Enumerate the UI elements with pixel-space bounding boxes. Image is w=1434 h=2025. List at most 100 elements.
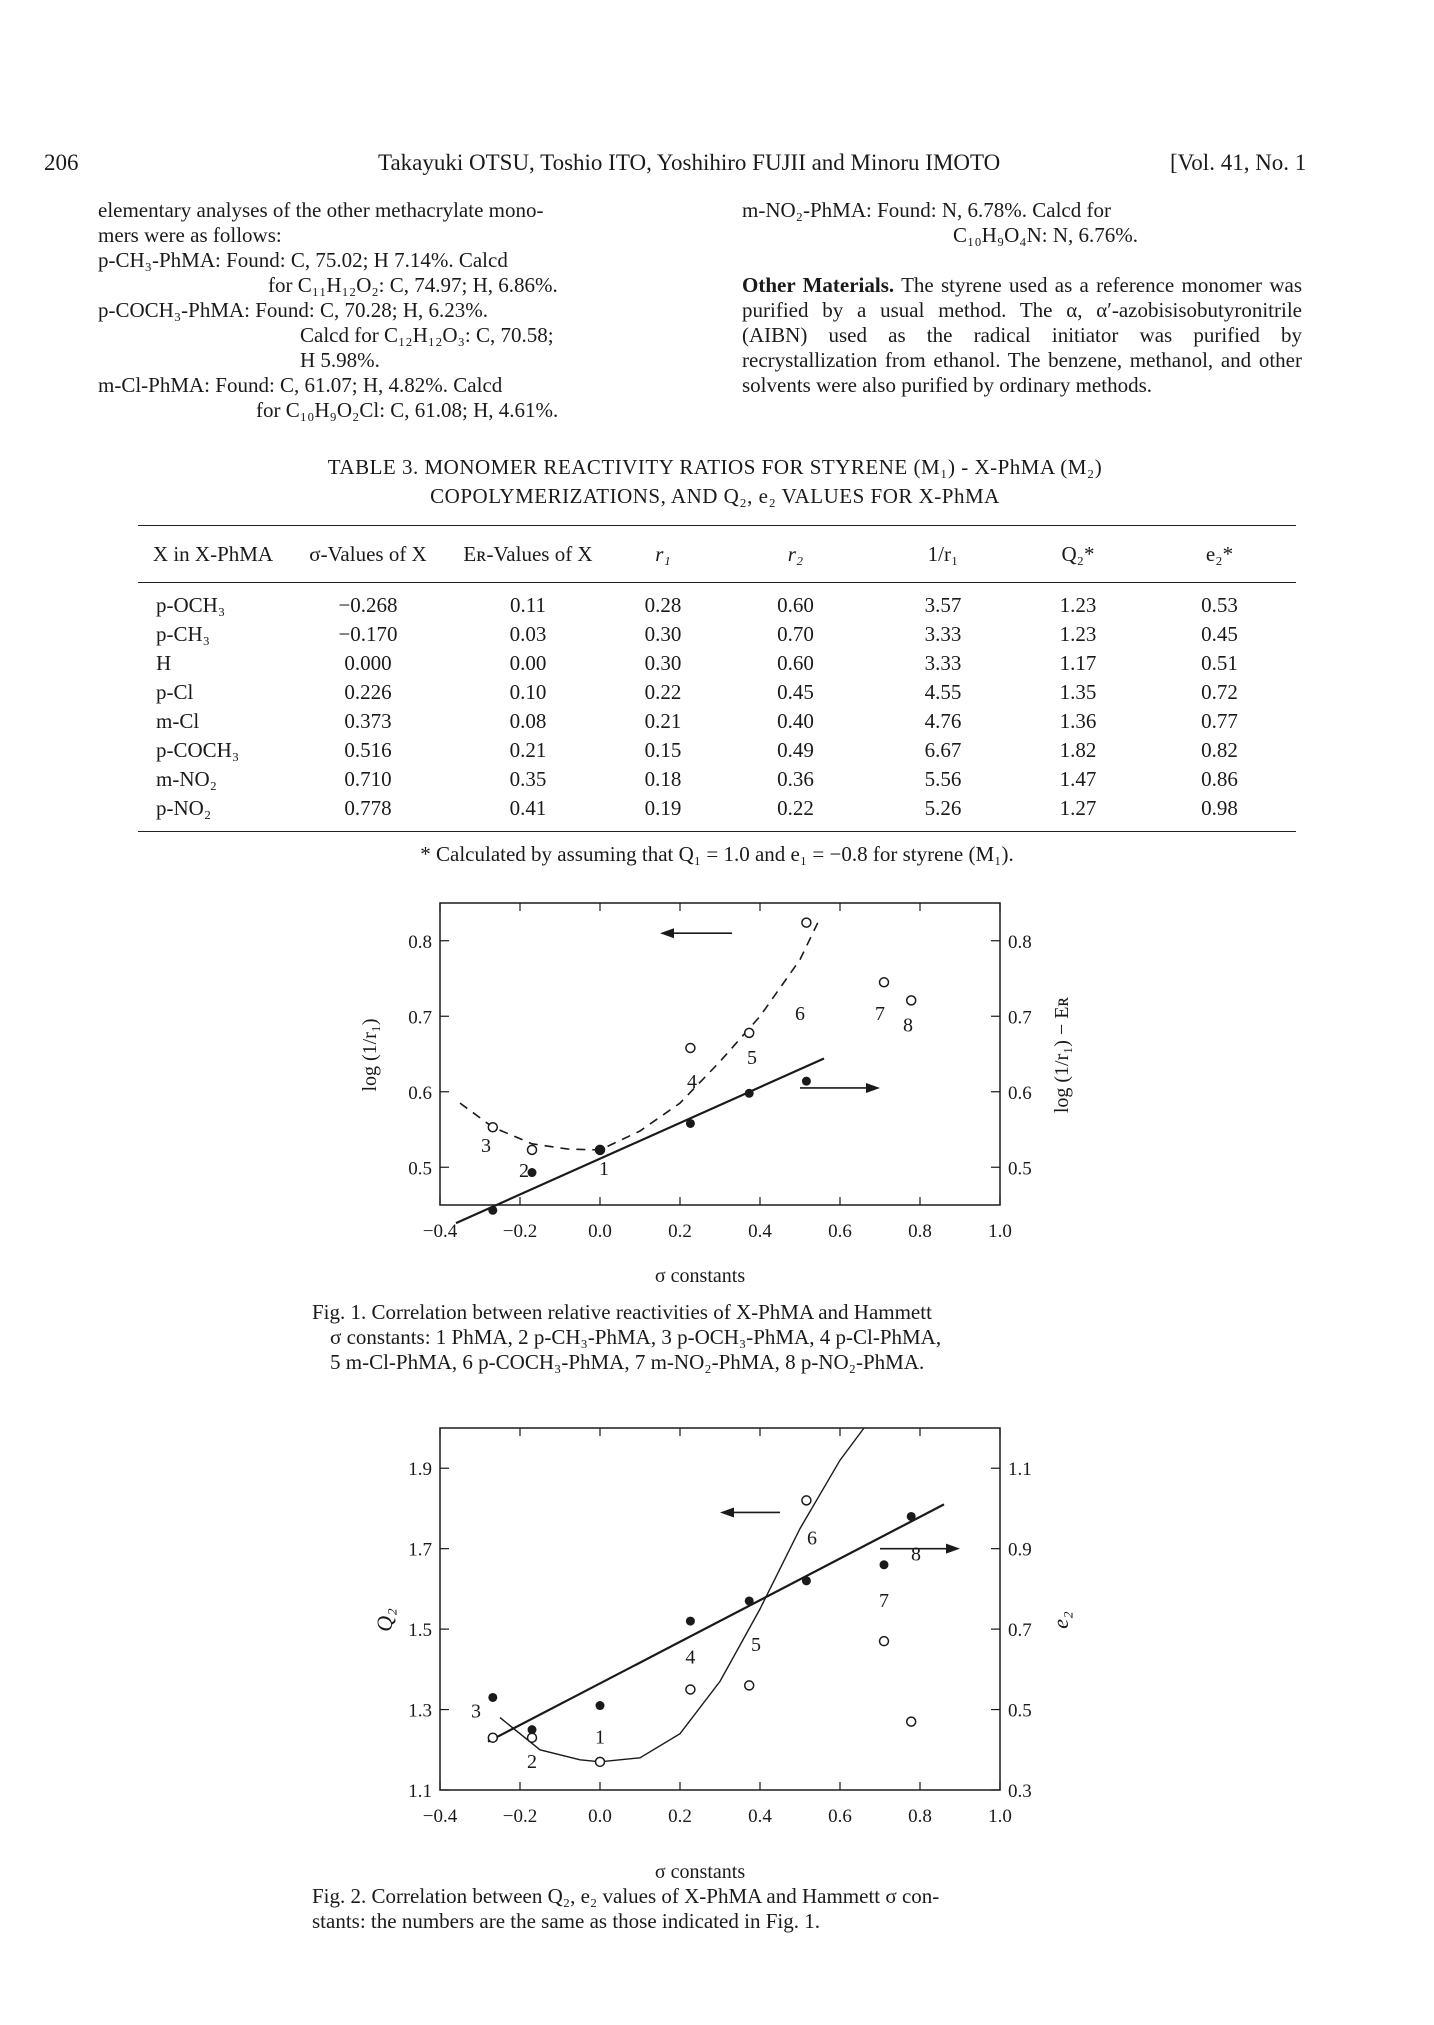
arrow-head (946, 1543, 960, 1554)
table-cell: −0.268 (338, 593, 398, 617)
table-row: p-CH₃ −0.170 0.03 0.30 0.70 3.33 1.23 0.45 (138, 620, 1296, 649)
table-cell: 0.10 (509, 680, 547, 704)
text-line: for C₁₁H₁₂O₂: C, 74.97; H, 6.86%. (268, 273, 558, 297)
x-tick-label: 0.6 (828, 1221, 852, 1242)
plot-frame (439, 1427, 1001, 1791)
caption-line: Fig. 2. Correlation between Q₂, e₂ value… (312, 1884, 940, 1908)
table-cell: 0.21 (509, 738, 547, 762)
x-tick-label: 1.0 (988, 1221, 1012, 1242)
column-header: Eʀ-Values of X (463, 541, 593, 566)
x-axis-label: σ constants (655, 1861, 745, 1883)
table-cell: 0.373 (344, 709, 392, 733)
point-label: 8 (911, 1544, 921, 1566)
text-line: Calcd for C₁₂H₁₂O₃: C, 70.58; (300, 323, 554, 347)
table-cell: 0.28 (644, 593, 682, 617)
point-label: 5 (751, 1634, 761, 1656)
table-cell: 0.86 (1201, 767, 1238, 791)
text-line: m-Cl-PhMA: Found: C, 61.07; H, 4.82%. Ca… (98, 373, 503, 397)
data-point-open (743, 1027, 755, 1039)
point-label: 2 (527, 1751, 537, 1773)
x-tick-label: 0.0 (588, 1221, 612, 1242)
data-point-open (685, 1042, 696, 1054)
column-header: X in X-PhMA (152, 541, 274, 566)
point-label: 8 (903, 1014, 913, 1036)
table-cell: 0.19 (644, 796, 682, 820)
table-cell: 5.56 (924, 767, 962, 791)
table-cell: 5.26 (924, 796, 962, 820)
table-cell: 1.47 (1059, 767, 1097, 791)
text-line: p-CH₃-PhMA: Found: C, 75.02; H 7.14%. Ca… (98, 248, 508, 272)
x-tick-label: 1.0 (988, 1806, 1012, 1827)
data-table: X in X-PhMA σ-Values of X Eʀ-Values of X… (138, 525, 1296, 832)
table-cell: 0.36 (777, 767, 814, 791)
plot-frame (439, 902, 1001, 1206)
caption-line: Fig. 1. Correlation between relative rea… (312, 1300, 932, 1324)
fit-line (455, 1057, 825, 1225)
table-cell: H (156, 651, 172, 675)
data-point-open (878, 977, 890, 988)
table-cell: 1.23 (1059, 622, 1097, 646)
data-point-filled (527, 1725, 537, 1735)
running-header-authors: Takayuki OTSU, Toshio ITO, Yoshihiro FUJ… (378, 150, 1001, 175)
table-cell: p-OCH₃ (156, 593, 226, 617)
y-tick-label-left: 0.8 (408, 932, 432, 953)
data-point-open (801, 917, 812, 928)
figure-2-caption: Fig. 2. Correlation between Q₂, e₂ value… (312, 1884, 1152, 1934)
table-cell: 0.70 (777, 622, 814, 646)
table-row: m-Cl 0.373 0.08 0.21 0.40 4.76 1.36 0.77 (138, 707, 1296, 736)
table-row: m-NO₂ 0.710 0.35 0.18 0.36 5.56 1.47 0.86 (138, 765, 1296, 794)
table-cell: 0.35 (509, 767, 547, 791)
point-label: 7 (875, 1003, 885, 1025)
y-tick-label-left: 0.5 (408, 1158, 432, 1179)
caption-line: stants: the numbers are the same as thos… (312, 1909, 820, 1933)
table-row: H 0.000 0.00 0.30 0.60 3.33 1.17 0.51 (138, 649, 1296, 678)
point-label: 4 (685, 1646, 695, 1668)
text-line: H 5.98%. (300, 348, 380, 372)
table-cell: 6.67 (924, 738, 962, 762)
paragraph-text: The styrene used as a reference monomer … (742, 273, 1302, 397)
table-cell: 3.33 (924, 651, 962, 675)
table-row: p-Cl 0.226 0.10 0.22 0.45 4.55 1.35 0.72 (138, 678, 1296, 707)
table-cell: 4.76 (924, 709, 962, 733)
x-axis-label: σ constants (655, 1265, 745, 1287)
table-cell: 0.60 (777, 651, 814, 675)
y-tick-label-right: 0.8 (1008, 932, 1032, 953)
table-row: p-COCH₃ 0.516 0.21 0.15 0.49 6.67 1.82 0.82 (138, 736, 1296, 765)
data-point-open (878, 1635, 890, 1647)
data-point-filled (801, 1576, 811, 1586)
table-row: p-OCH₃ −0.268 0.11 0.28 0.60 3.57 1.23 0.53 (138, 583, 1296, 621)
y-tick-label-right: 0.5 (1008, 1701, 1032, 1722)
table-cell: 0.11 (510, 593, 546, 617)
point-label: 6 (807, 1528, 817, 1550)
y-tick-label-left: 0.6 (408, 1083, 432, 1104)
table-cell: 0.45 (777, 680, 814, 704)
x-tick-label: 0.2 (668, 1221, 692, 1242)
right-column: m-NO₂-PhMA: Found: N, 6.78%. Calcd for C… (742, 198, 1302, 398)
left-column: elementary analyses of the other methacr… (98, 198, 708, 423)
table-body: p-OCH₃ −0.268 0.11 0.28 0.60 3.57 1.23 0.53 p-CH… (138, 583, 1296, 832)
y-axis-label-right: log (1/r₁) − Eʀ (1051, 997, 1073, 1114)
table-footnote: * Calculated by assuming that Q₁ = 1.0 a… (420, 842, 1014, 866)
table-cell: 3.33 (924, 622, 962, 646)
y-tick-label-right: 0.7 (1008, 1620, 1032, 1641)
table-cell: 0.41 (509, 796, 547, 820)
data-point-open (487, 1121, 499, 1133)
x-tick-label: 0.8 (908, 1221, 932, 1242)
column-header: e₂* (1205, 541, 1234, 566)
table-cell: 0.40 (777, 709, 814, 733)
table-cell: m-NO₂ (156, 767, 217, 791)
fit-curve-q2 (499, 1427, 865, 1763)
fit-curve-dashed (459, 917, 821, 1151)
table-cell: p-CH₃ (156, 622, 210, 646)
data-point-filled (527, 1168, 537, 1178)
data-point-open (905, 995, 917, 1006)
y-tick-label-right: 0.6 (1008, 1083, 1032, 1104)
point-label: 2 (519, 1160, 529, 1182)
data-point-filled (879, 1560, 889, 1570)
table-cell: 3.57 (924, 593, 962, 617)
table-row: p-NO₂ 0.778 0.41 0.19 0.22 5.26 1.27 0.98 (138, 794, 1296, 832)
table-cell: 1.82 (1059, 738, 1097, 762)
table-caption-line-1: TABLE 3. MONOMER REACTIVITY RATIOS FOR S… (327, 455, 1103, 479)
table-caption-line-2: COPOLYMERIZATIONS, AND Q₂, e₂ VALUES FOR… (430, 484, 1000, 508)
table-cell: 1.17 (1059, 651, 1097, 675)
